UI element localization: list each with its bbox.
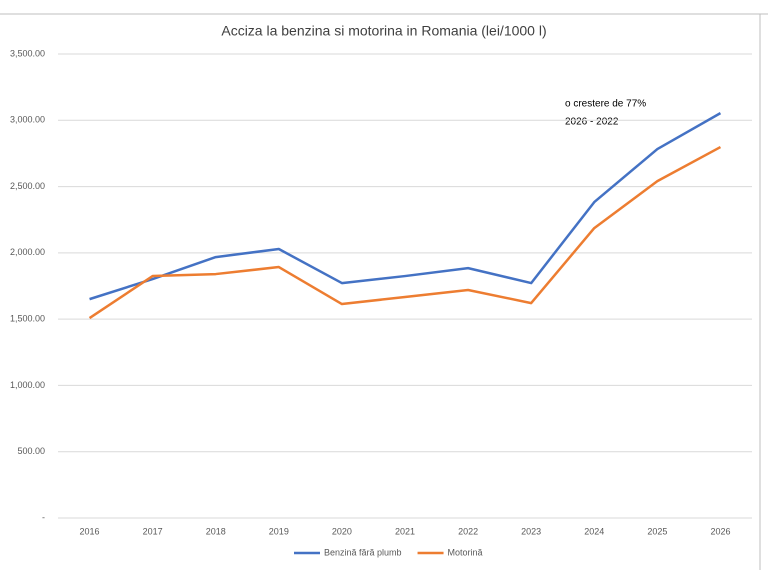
chart-title: Acciza la benzina si motorina in Romania… (221, 23, 546, 39)
x-tick-label: 2018 (206, 526, 226, 536)
annotation: 2026 - 2022 (565, 117, 619, 128)
y-tick-label: - (42, 512, 45, 522)
series-line (88, 145, 722, 320)
y-tick-label: 2,000.00 (10, 247, 45, 257)
series-line (89, 112, 722, 301)
y-tick-label: 1,500.00 (10, 314, 45, 324)
y-tick-label: 1,000.00 (10, 380, 45, 390)
legend-label: Motorină (448, 547, 483, 557)
x-tick-label: 2022 (458, 526, 478, 536)
x-tick-label: 2025 (647, 526, 667, 536)
x-tick-label: 2026 (710, 526, 730, 536)
y-tick-label: 500.00 (17, 446, 45, 456)
x-tick-label: 2016 (80, 526, 100, 536)
y-tick-label: 3,000.00 (10, 115, 45, 125)
x-tick-label: 2024 (584, 526, 604, 536)
annotation: o crestere de 77% (565, 99, 646, 110)
x-tick-label: 2023 (521, 526, 541, 536)
y-tick-label: 3,500.00 (10, 48, 45, 58)
x-tick-label: 2019 (269, 526, 289, 536)
legend-label: Benzină fără plumb (324, 547, 402, 557)
x-tick-label: 2020 (332, 526, 352, 536)
x-tick-label: 2017 (143, 526, 163, 536)
x-tick-label: 2021 (395, 526, 415, 536)
y-tick-label: 2,500.00 (10, 181, 45, 191)
